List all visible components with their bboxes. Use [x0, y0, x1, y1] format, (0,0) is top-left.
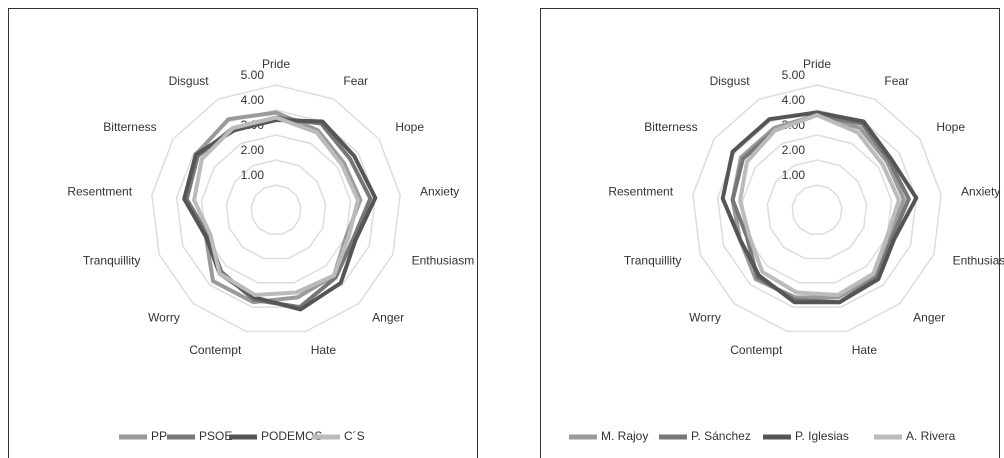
category-label: Contempt	[189, 343, 242, 357]
category-label: Hope	[395, 120, 424, 134]
grid-ring	[791, 184, 843, 236]
grid-ring	[225, 159, 327, 260]
category-label: Disgust	[710, 74, 751, 88]
chart-frame	[540, 8, 1000, 458]
legend-label: P. Iglesias	[795, 429, 849, 443]
category-label: Bitterness	[644, 120, 697, 134]
category-label: Hate	[311, 343, 337, 357]
r-tick-label: 5.00	[241, 68, 265, 82]
category-label: Contempt	[730, 343, 783, 357]
category-label: Hate	[852, 343, 878, 357]
r-tick-label: 2.00	[782, 143, 806, 157]
category-label: Tranquillity	[83, 254, 141, 268]
category-label: Hope	[936, 120, 965, 134]
category-label: Worry	[689, 311, 721, 325]
grid-ring	[692, 84, 942, 333]
series-line	[182, 118, 378, 312]
category-label: Anger	[913, 311, 945, 325]
legend-label: PODEMOS	[261, 429, 322, 443]
category-label: Fear	[884, 74, 909, 88]
category-label: Anger	[372, 311, 404, 325]
legend-label: P. Sánchez	[691, 429, 751, 443]
grid-ring	[151, 84, 401, 333]
r-tick-label: 4.00	[241, 93, 265, 107]
category-label: Tranquillity	[624, 254, 682, 268]
r-tick-label: 2.00	[241, 143, 265, 157]
category-label: Enthusiasm	[412, 254, 475, 268]
category-label: Resentment	[67, 185, 132, 199]
grid-ring	[175, 109, 377, 308]
category-label: Fear	[343, 74, 368, 88]
grid-ring	[250, 184, 302, 236]
r-tick-label: 1.00	[782, 168, 806, 182]
category-label: Anxiety	[961, 185, 1000, 199]
category-label: Enthusiasm	[953, 254, 1004, 268]
chart-frame	[8, 8, 478, 458]
legend-label: PP	[151, 429, 167, 443]
category-label: Pride	[262, 57, 290, 71]
legend-label: M. Rajoy	[601, 429, 648, 443]
r-tick-label: 4.00	[782, 93, 806, 107]
r-tick-label: 1.00	[241, 168, 265, 182]
r-tick-label: 5.00	[782, 68, 806, 82]
category-label: Resentment	[608, 185, 673, 199]
grid-ring	[741, 134, 893, 284]
legend-label: C´S	[344, 429, 365, 443]
series-line	[720, 110, 919, 305]
category-label: Pride	[803, 57, 831, 71]
category-label: Bitterness	[103, 120, 156, 134]
series-line	[192, 115, 360, 297]
grid-ring	[766, 159, 868, 260]
series-line	[738, 113, 901, 297]
category-label: Worry	[148, 311, 180, 325]
legend-label: A. Rivera	[906, 429, 956, 443]
legend-label: PSOE	[199, 429, 232, 443]
category-label: Anxiety	[420, 185, 459, 199]
category-label: Disgust	[169, 74, 210, 88]
grid-ring	[200, 134, 352, 284]
